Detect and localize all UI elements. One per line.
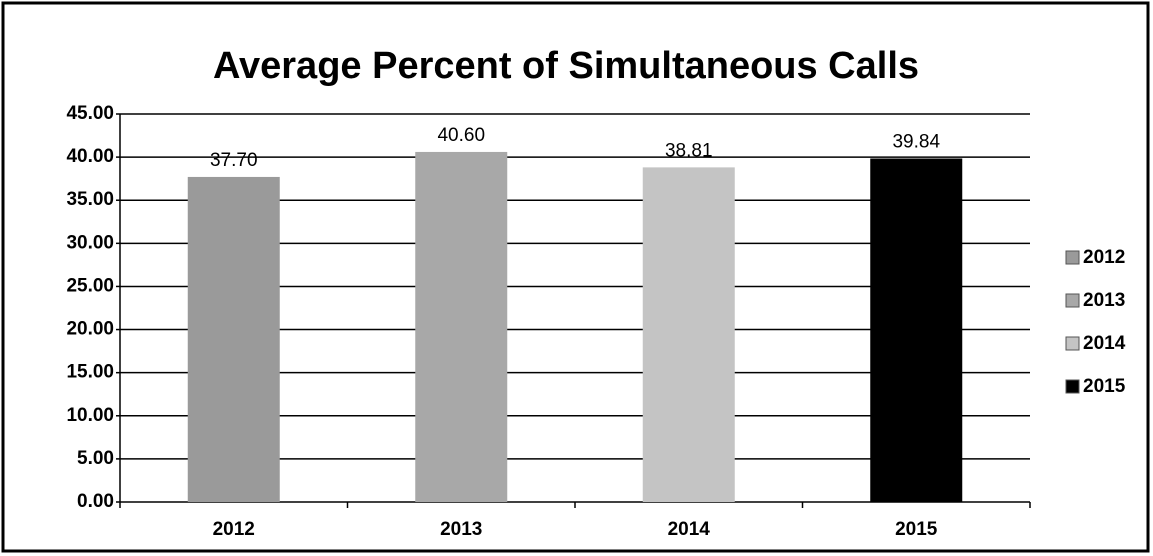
y-tick-label: 45.00 bbox=[66, 103, 114, 124]
x-tick-label: 2014 bbox=[668, 519, 711, 540]
data-label: 39.84 bbox=[892, 132, 940, 153]
x-tick-label: 2015 bbox=[895, 519, 938, 540]
y-tick-label: 20.00 bbox=[66, 319, 114, 340]
legend-label: 2012 bbox=[1083, 247, 1125, 268]
legend-swatch bbox=[1065, 379, 1080, 394]
chart-title: Average Percent of Simultaneous Calls bbox=[213, 45, 919, 87]
bar bbox=[870, 158, 963, 502]
y-tick-label: 15.00 bbox=[66, 362, 114, 383]
data-label: 38.81 bbox=[665, 140, 713, 161]
legend-label: 2014 bbox=[1083, 333, 1126, 354]
legend-swatch bbox=[1065, 250, 1080, 265]
y-tick-label: 25.00 bbox=[66, 275, 114, 296]
y-tick-label: 5.00 bbox=[77, 448, 114, 469]
data-label: 40.60 bbox=[437, 125, 485, 146]
legend-label: 2013 bbox=[1083, 290, 1125, 311]
legend-swatch bbox=[1065, 336, 1080, 351]
legend-swatch bbox=[1065, 293, 1080, 308]
legend-label: 2015 bbox=[1083, 376, 1126, 397]
y-tick-label: 0.00 bbox=[77, 491, 114, 512]
y-tick-label: 30.00 bbox=[66, 232, 114, 253]
y-tick-label: 40.00 bbox=[66, 146, 114, 167]
data-label: 37.70 bbox=[210, 150, 258, 171]
y-tick-label: 35.00 bbox=[66, 189, 114, 210]
y-tick-label: 10.00 bbox=[66, 405, 114, 426]
x-tick-label: 2013 bbox=[440, 519, 482, 540]
x-tick-label: 2012 bbox=[213, 519, 255, 540]
bar bbox=[187, 176, 280, 503]
bar bbox=[415, 151, 508, 502]
bar bbox=[642, 167, 735, 502]
